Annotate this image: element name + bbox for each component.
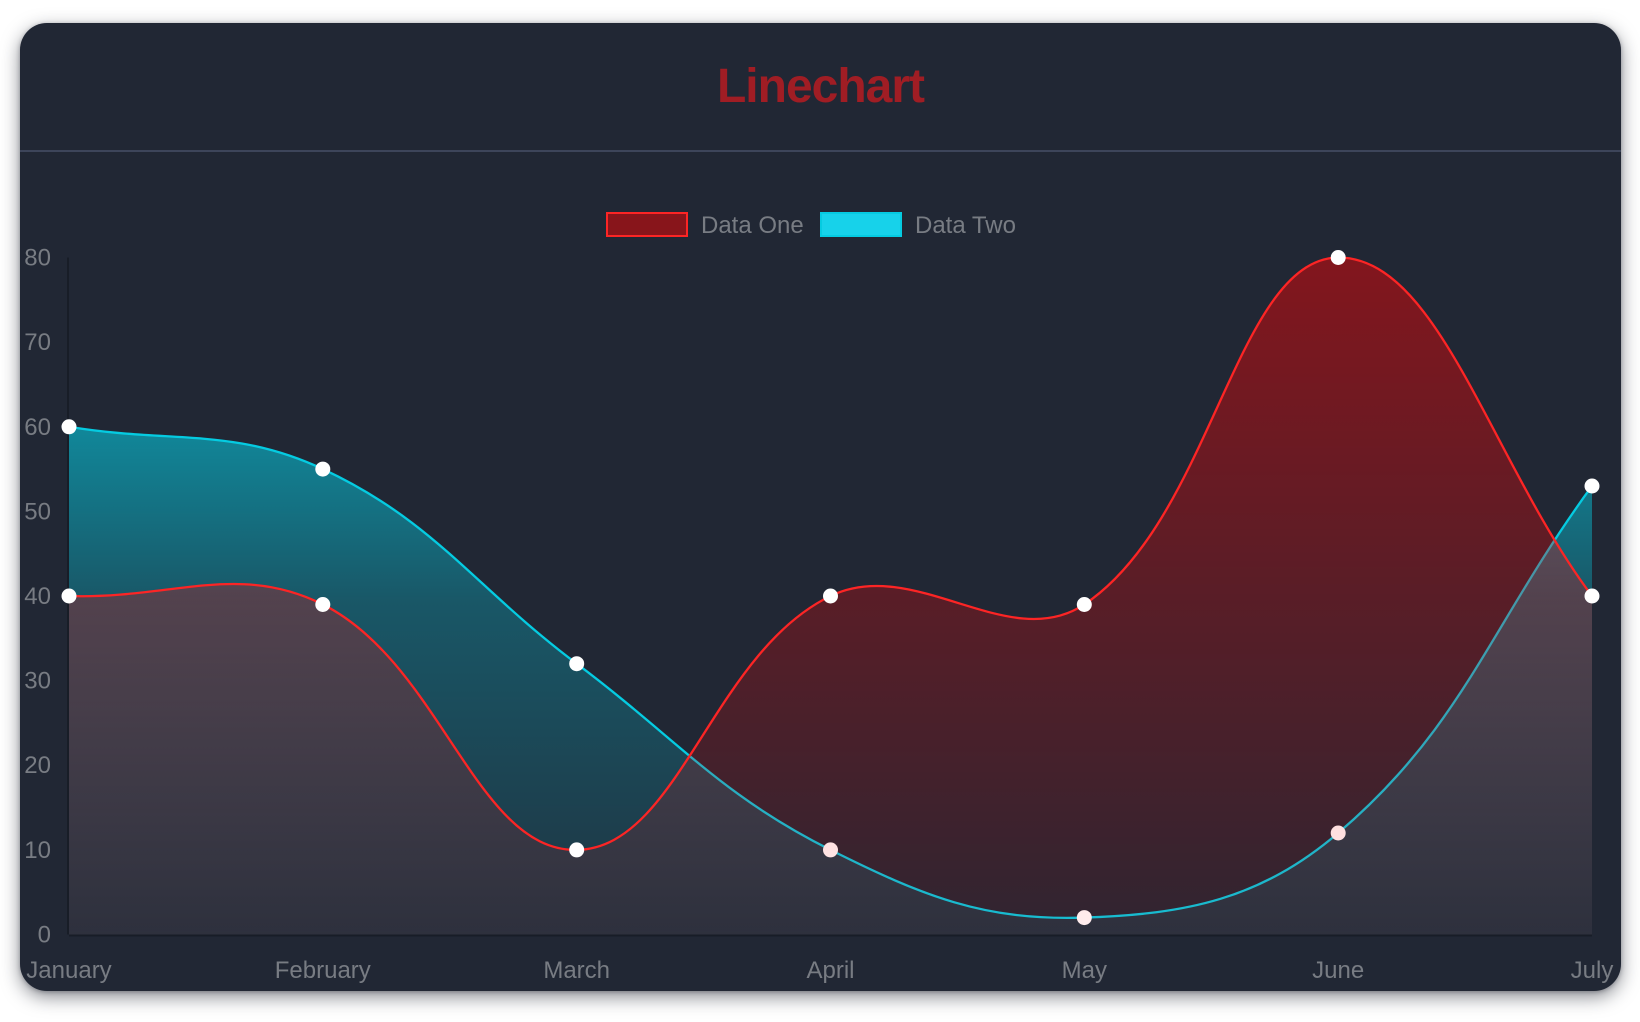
svg-text:July: July <box>1571 957 1614 984</box>
svg-text:Data One: Data One <box>701 212 804 239</box>
svg-text:40: 40 <box>24 583 51 610</box>
svg-text:50: 50 <box>24 498 51 525</box>
svg-text:0: 0 <box>38 922 51 949</box>
svg-text:May: May <box>1062 957 1107 984</box>
svg-text:February: February <box>275 957 371 984</box>
svg-text:30: 30 <box>24 668 51 695</box>
svg-text:Data Two: Data Two <box>915 212 1016 239</box>
svg-text:60: 60 <box>24 414 51 441</box>
svg-text:20: 20 <box>24 752 51 779</box>
svg-text:January: January <box>26 957 111 984</box>
svg-text:June: June <box>1312 957 1364 984</box>
svg-text:70: 70 <box>24 329 51 356</box>
svg-text:80: 80 <box>24 245 51 272</box>
svg-text:March: March <box>543 957 610 984</box>
svg-text:10: 10 <box>24 837 51 864</box>
svg-text:April: April <box>806 957 854 984</box>
